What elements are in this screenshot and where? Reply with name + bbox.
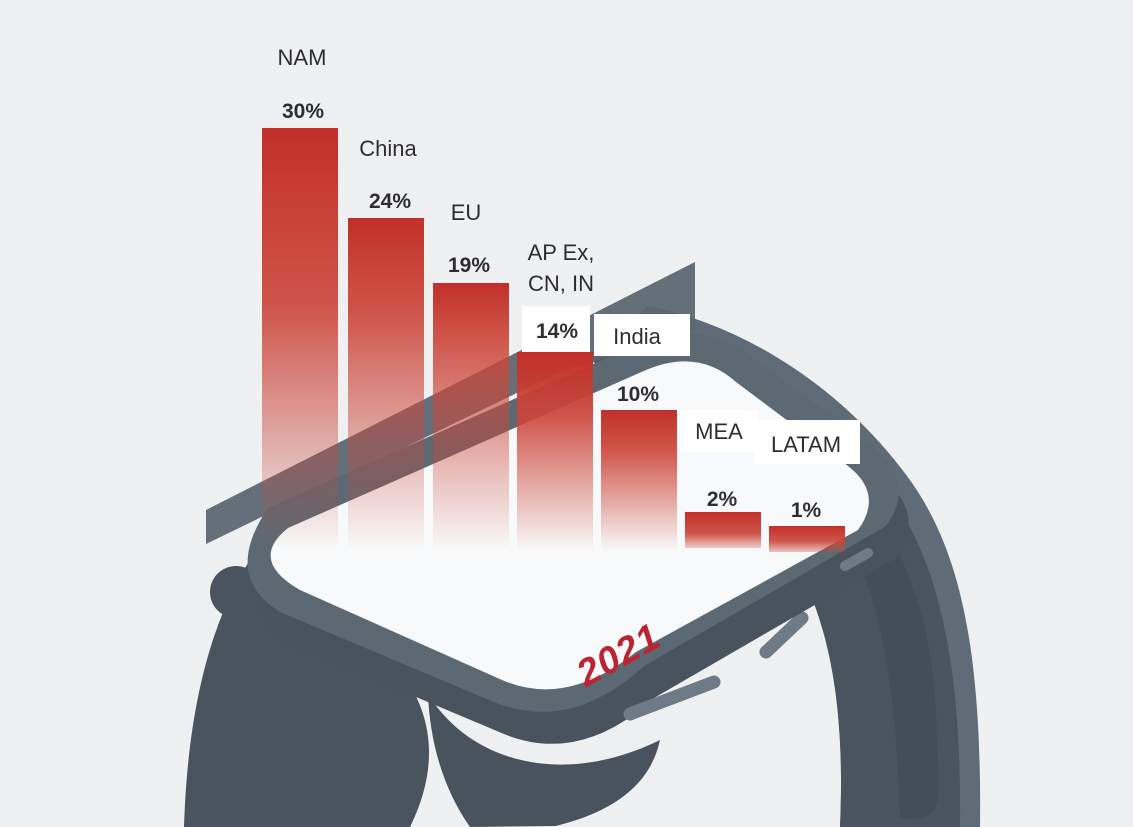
label-plate <box>680 410 758 452</box>
bar-latam <box>769 526 845 552</box>
bar-label-china: China <box>359 136 417 161</box>
right-strap-inner-shadow <box>852 520 939 820</box>
label-plate <box>594 314 690 356</box>
left-strap-front <box>184 548 430 827</box>
bar-value-mea: 2% <box>707 488 738 511</box>
side-slit <box>840 548 873 571</box>
bar-ap-ex-cn-in <box>517 352 593 551</box>
bar-label-eu: EU <box>451 200 482 225</box>
label-plate <box>754 420 860 464</box>
watch-left-strap <box>184 548 430 827</box>
bar-china <box>348 218 424 550</box>
right-strap-front <box>586 326 961 827</box>
bar-value-latam: 1% <box>791 499 822 522</box>
bar-value-india: 10% <box>617 383 659 406</box>
speaker-slit <box>623 675 721 721</box>
bar-label-latam: LATAM <box>771 432 841 457</box>
bar-value-eu: 19% <box>448 254 490 277</box>
bar-value-ap-ex-cn-in: 14% <box>536 320 578 343</box>
bar-mea <box>685 512 761 548</box>
bar-label-nam: NAM <box>278 45 327 70</box>
bar-label-ap-ex-cn-in: CN, IN <box>528 271 594 296</box>
bar-label-india: India <box>613 324 661 349</box>
bar-value-china: 24% <box>369 190 411 213</box>
bar-label-mea: MEA <box>695 419 743 444</box>
bar-label-ap-ex-cn-in: AP Ex, <box>528 240 595 265</box>
bar-value-nam: 30% <box>282 100 324 123</box>
watch-right-strap <box>586 306 981 827</box>
bar-india <box>601 410 677 551</box>
label-plate <box>522 306 590 352</box>
body-underside <box>428 694 660 827</box>
bar-nam <box>262 128 338 550</box>
bar-chart: NAM China EU AP Ex, CN, IN India MEA LATAM 30% 24… <box>262 45 860 552</box>
right-strap-slit <box>759 611 809 659</box>
bar-eu <box>433 283 509 550</box>
